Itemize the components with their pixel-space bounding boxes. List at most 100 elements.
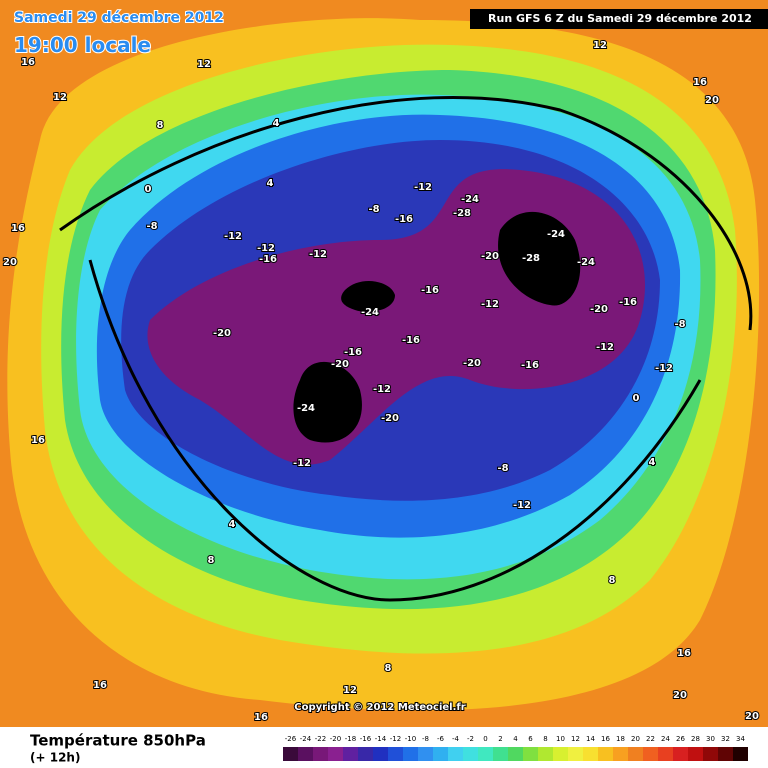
contour-labels: 16 12 12 8 4 4 0 -8 -12 -12 -16 -12 -8 -16 -12 -24 -28 -2…	[2, 39, 760, 724]
contour-label: 0	[145, 184, 152, 195]
contour-label: 20	[673, 690, 687, 701]
contour-label: 8	[385, 663, 392, 674]
scale-swatch	[373, 747, 388, 761]
scale-swatch	[733, 747, 748, 761]
scale-swatch	[688, 747, 703, 761]
scale-label: 12	[571, 735, 580, 743]
scale-label: -18	[345, 735, 356, 743]
scale-label: -10	[405, 735, 416, 743]
map-time: 19:00 locale	[14, 33, 151, 57]
scale-swatch	[313, 747, 328, 761]
scale-swatch	[298, 747, 313, 761]
contour-label: -20	[481, 251, 499, 262]
contour-label: 0	[633, 393, 640, 404]
scale-swatch	[613, 747, 628, 761]
scale-label: -6	[437, 735, 445, 743]
contour-label: 8	[157, 120, 164, 131]
contour-label: 20	[705, 95, 719, 106]
contour-label: 12	[53, 92, 67, 103]
scale-label: -2	[467, 735, 474, 743]
contour-label: -20	[463, 358, 481, 369]
scale-label: 2	[498, 735, 502, 743]
contour-label: -12	[309, 249, 327, 260]
contour-label: -12	[655, 363, 673, 374]
scale-swatch	[658, 747, 673, 761]
scale-label: 14	[586, 735, 595, 743]
scale-swatch	[508, 747, 523, 761]
scale-swatch	[598, 747, 613, 761]
scale-swatch	[388, 747, 403, 761]
scale-label: 6	[528, 735, 533, 743]
scale-label: -8	[422, 735, 429, 743]
scale-swatch	[718, 747, 733, 761]
contour-label: -8	[497, 463, 508, 474]
scale-label: 20	[631, 735, 640, 743]
scale-label: 30	[706, 735, 715, 743]
color-scale: -26 -24 -22 -20 -18 -16 -14 -12 -10 -8 -6 -4 -2 0 2 4 6 8…	[283, 735, 748, 761]
contour-label: 16	[11, 223, 25, 234]
contour-label: -28	[522, 253, 540, 264]
scale-label: 18	[616, 735, 625, 743]
scale-label: 28	[691, 735, 700, 743]
contour-label: -12	[373, 384, 391, 395]
scale-label: -26	[285, 735, 297, 743]
scale-label: 16	[601, 735, 610, 743]
scale-swatch	[448, 747, 463, 761]
contour-label: 12	[593, 40, 607, 51]
scale-label: -22	[315, 735, 326, 743]
contour-label: -16	[402, 335, 420, 346]
contour-label: -24	[577, 257, 595, 268]
contour-label: -16	[344, 347, 362, 358]
scale-swatch	[403, 747, 418, 761]
scale-label: -20	[330, 735, 341, 743]
contour-label: -12	[414, 182, 432, 193]
scale-swatch	[358, 747, 373, 761]
contour-label: 16	[21, 57, 35, 68]
scale-label: 0	[483, 735, 487, 743]
contour-label: -8	[368, 204, 379, 215]
contour-label: -24	[361, 307, 379, 318]
scale-swatch	[643, 747, 658, 761]
legend-title: Température 850hPa	[30, 732, 206, 750]
contour-label: 4	[267, 178, 274, 189]
scale-label: 34	[736, 735, 745, 743]
run-banner	[470, 9, 768, 29]
scale-label: -12	[390, 735, 401, 743]
contour-label: -24	[461, 194, 479, 205]
contour-label: 4	[229, 519, 236, 530]
scale-swatch	[433, 747, 448, 761]
contour-label: 16	[93, 680, 107, 691]
scale-swatch	[463, 747, 478, 761]
contour-label: -16	[619, 297, 637, 308]
contour-label: -12	[481, 299, 499, 310]
scale-label: -14	[375, 735, 387, 743]
contour-label: 20	[3, 257, 17, 268]
scale-label: 10	[556, 735, 565, 743]
contour-label: -8	[146, 221, 157, 232]
scale-swatch	[673, 747, 688, 761]
contour-label: 16	[254, 712, 268, 723]
contour-label: -20	[331, 359, 349, 370]
contour-label: -12	[293, 458, 311, 469]
scale-label: 32	[721, 735, 730, 743]
scale-swatch	[493, 747, 508, 761]
contour-label: -16	[259, 254, 277, 265]
scale-swatch	[568, 747, 583, 761]
contour-label: -20	[381, 413, 399, 424]
contour-label: -24	[547, 229, 565, 240]
contour-label: 8	[609, 575, 616, 586]
scale-label: 22	[646, 735, 655, 743]
contour-label: 12	[197, 59, 211, 70]
scale-swatch	[703, 747, 718, 761]
run-label: Run GFS 6 Z du Samedi 29 décembre 2012	[488, 12, 752, 25]
contour-label: -8	[674, 319, 685, 330]
contour-label: 20	[745, 711, 759, 722]
contour-label: 16	[31, 435, 45, 446]
map-date: Samedi 29 décembre 2012	[14, 10, 224, 26]
scale-label: -4	[452, 735, 460, 743]
scale-swatch	[343, 747, 358, 761]
contour-label: -28	[453, 208, 471, 219]
scale-swatch	[628, 747, 643, 761]
scale-swatch	[418, 747, 433, 761]
scale-label: -16	[360, 735, 372, 743]
